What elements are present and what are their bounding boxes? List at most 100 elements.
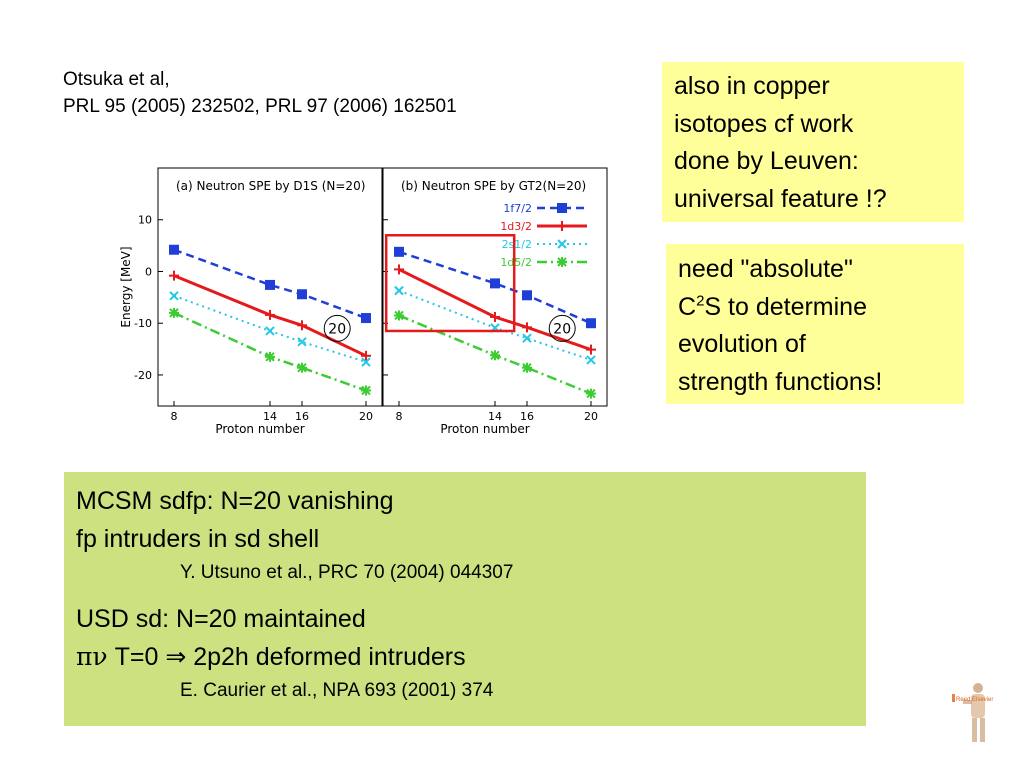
note-line: evolution of — [678, 330, 806, 358]
data-point — [361, 313, 371, 324]
marker-stroke — [297, 363, 307, 373]
x-tick-label: 14 — [488, 410, 502, 423]
data-point — [265, 351, 275, 362]
marker-stroke — [297, 337, 307, 347]
data-point — [169, 307, 179, 318]
marker-stroke — [557, 239, 567, 249]
data-point — [361, 357, 371, 367]
data-point — [586, 388, 596, 399]
data-point — [361, 385, 371, 396]
annotation-circle — [548, 314, 576, 342]
marker-stroke — [394, 285, 404, 296]
note-line: universal feature !? — [674, 184, 887, 213]
series-line-1d5/2 — [398, 314, 592, 395]
note-line: isotopes cf work — [674, 109, 854, 138]
marker-stroke — [586, 355, 596, 365]
marker-stroke — [394, 310, 404, 321]
marker-stroke — [265, 326, 275, 336]
data-point — [394, 310, 404, 321]
data-point — [394, 264, 404, 275]
mcsm-description: fp intruders in sd shell — [76, 525, 320, 553]
note-line: C2S to determine — [678, 292, 867, 321]
copper-isotopes-note: also in copper isotopes cf work done by … — [662, 62, 964, 222]
reference-citation: Otsuka et al, PRL 95 (2005) 232502, PRL … — [63, 66, 457, 120]
x-tick-label: 20 — [584, 410, 598, 423]
usd-description: πν T=0 ⇒ 2p2h deformed intruders — [76, 642, 466, 671]
y-tick-label: -10 — [134, 317, 152, 330]
series-line-1f7/2 — [398, 250, 592, 325]
y-tick-label: 10 — [138, 214, 152, 227]
annotation-circle — [323, 314, 351, 342]
legend-label: 1d5/2 — [500, 256, 532, 269]
x-axis-label: Proton number — [215, 422, 304, 436]
legend-label: 1d3/2 — [500, 220, 532, 233]
series-line-1d3/2 — [398, 268, 592, 352]
data-point — [265, 279, 275, 290]
x-tick-label: 8 — [171, 410, 178, 423]
marker-stroke — [522, 363, 532, 373]
data-point — [490, 312, 500, 323]
data-point — [265, 309, 275, 320]
data-point — [522, 290, 532, 301]
data-point — [586, 355, 596, 365]
data-point — [490, 350, 500, 361]
legend-label: 2s1/2 — [502, 238, 532, 251]
implies-arrow-icon: ⇒ — [165, 642, 187, 671]
legend-marker — [557, 239, 567, 249]
neutron-spe-plots: (a) Neutron SPE by D1S (N=20) 8 14 16 20 Prot… — [119, 167, 608, 436]
shell-model-comparison-box: MCSM sdfp: N=20 vanishing fp intruders i… — [64, 472, 866, 726]
pi-nu-symbol: πν — [76, 642, 108, 671]
data-point — [522, 362, 532, 373]
note-line: done by Leuven: — [674, 147, 859, 175]
series-line-1d5/2 — [173, 311, 367, 392]
data-point — [265, 326, 275, 336]
chart-title: (b) Neutron SPE by GT2(N=20) — [401, 179, 586, 193]
data-point — [522, 333, 532, 343]
data-point — [490, 278, 500, 289]
x-tick-label: 14 — [263, 410, 277, 423]
legend-marker — [557, 257, 567, 267]
marker-stroke — [169, 291, 179, 301]
data-point — [297, 320, 307, 331]
x-tick-label: 16 — [520, 410, 534, 423]
data-point — [394, 246, 404, 257]
data-point — [394, 285, 404, 296]
data-point — [297, 337, 307, 347]
data-point — [169, 244, 179, 255]
data-point — [297, 289, 307, 300]
marker-stroke — [265, 352, 275, 362]
marker-stroke — [490, 350, 500, 361]
annotation-label: 20 — [328, 321, 346, 337]
mcsm-heading: MCSM sdfp: N=20 vanishing — [76, 487, 394, 515]
note-line: also in copper — [674, 72, 830, 100]
x-tick-label: 16 — [295, 410, 309, 423]
data-point — [169, 291, 179, 301]
data-point — [586, 344, 596, 355]
y-tick-label: 0 — [145, 265, 152, 278]
chart-title: (a) Neutron SPE by D1S (N=20) — [176, 179, 365, 193]
reed-elsevier-logo: Reed Elsevier — [952, 683, 993, 742]
data-point — [522, 322, 532, 333]
data-point — [586, 318, 596, 329]
reference-authors: Otsuka et al, — [63, 69, 170, 90]
reference-journals: PRL 95 (2005) 232502, PRL 97 (2006) 1625… — [63, 96, 457, 117]
y-tick-label: -20 — [134, 369, 152, 382]
legend-marker — [557, 221, 567, 231]
x-axis-label: Proton number — [440, 422, 529, 436]
series-line-1f7/2 — [173, 248, 367, 320]
x-tick-label: 20 — [359, 410, 373, 423]
marker-stroke — [522, 333, 532, 343]
note-line: need "absolute" — [678, 255, 853, 283]
legend-label: 1f7/2 — [503, 202, 532, 215]
marker-stroke — [361, 357, 371, 367]
highlight-box — [384, 234, 516, 333]
absolute-c2s-note: need "absolute" C2S to determine evoluti… — [666, 244, 964, 404]
note-line: strength functions! — [678, 367, 883, 396]
data-point — [169, 270, 179, 281]
usd-reference: E. Caurier et al., NPA 693 (2001) 374 — [180, 680, 494, 701]
legend-marker — [557, 203, 567, 213]
logo-text: Reed Elsevier — [956, 697, 993, 703]
annotation-label: 20 — [553, 321, 571, 337]
marker-stroke — [557, 257, 567, 267]
marker-stroke — [361, 385, 371, 396]
